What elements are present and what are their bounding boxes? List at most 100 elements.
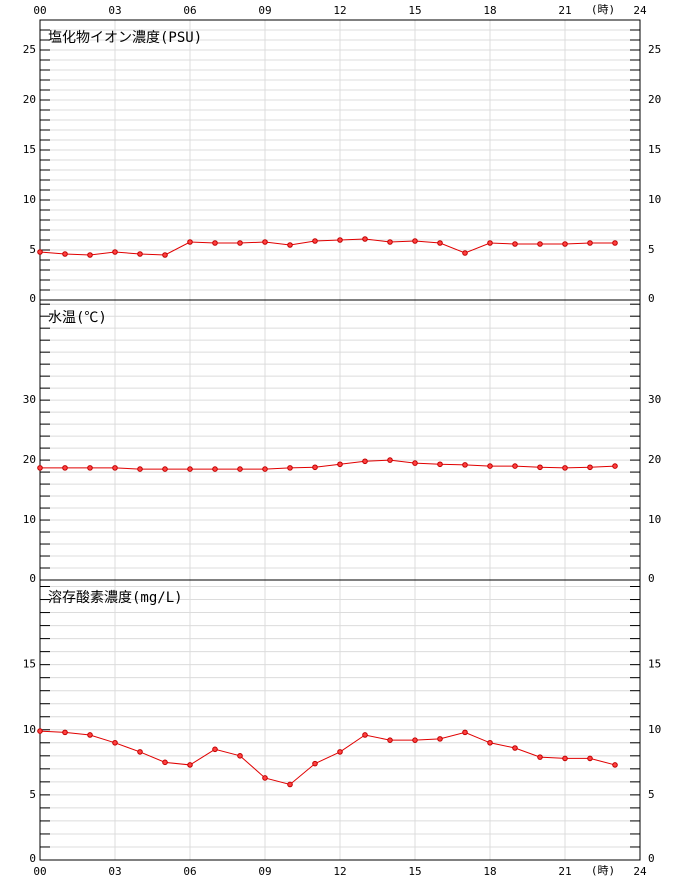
x-tick-label: 15 xyxy=(408,4,421,17)
point xyxy=(412,460,418,466)
x-tick-label: 03 xyxy=(108,865,121,878)
y-tick-label-right: 10 xyxy=(648,513,661,526)
line xyxy=(39,730,616,786)
point xyxy=(137,749,143,755)
point xyxy=(387,457,393,463)
y-tick-label: 0 xyxy=(29,852,36,865)
y-tick-label: 15 xyxy=(23,658,36,671)
point xyxy=(437,461,443,468)
x-tick-label: 21 xyxy=(558,865,571,878)
x-tick-label: 09 xyxy=(258,4,271,17)
y-tick-label: 10 xyxy=(23,193,36,206)
point xyxy=(137,251,143,257)
y-tick-label-right: 0 xyxy=(648,292,655,305)
point xyxy=(562,241,568,247)
point xyxy=(162,466,168,472)
panel-title: 塩化物イオン濃度(PSU) xyxy=(48,30,202,46)
line xyxy=(39,238,615,256)
point xyxy=(337,237,343,243)
point xyxy=(312,760,318,767)
x-tick-label: 06 xyxy=(183,4,196,17)
point xyxy=(287,242,293,248)
x-tick-label: 12 xyxy=(333,4,346,17)
point xyxy=(562,465,568,471)
y-tick-label: 15 xyxy=(23,143,36,156)
point xyxy=(87,732,93,738)
point xyxy=(587,755,593,762)
point xyxy=(187,466,193,472)
x-tick-label: 03 xyxy=(108,4,121,17)
point xyxy=(412,238,418,244)
point xyxy=(337,461,343,468)
point xyxy=(137,466,143,472)
point xyxy=(187,762,193,768)
point xyxy=(487,240,493,246)
point xyxy=(612,240,618,246)
point xyxy=(162,252,168,258)
point xyxy=(462,729,468,736)
point xyxy=(462,250,468,256)
line xyxy=(40,459,616,470)
x-tick-label: 00 xyxy=(33,865,46,878)
point xyxy=(62,465,68,471)
point xyxy=(362,732,368,738)
point xyxy=(237,240,243,246)
y-tick-label-right: 15 xyxy=(648,658,661,671)
x-tick-label: 12 xyxy=(333,865,346,878)
x-tick-label: 24 xyxy=(633,4,647,17)
point xyxy=(387,737,393,743)
panel-title: 溶存酸素濃度(mg/L) xyxy=(48,590,183,606)
y-tick-label-right: 10 xyxy=(648,193,661,206)
x-tick-label: 09 xyxy=(258,865,271,878)
x-unit-label: (時) xyxy=(591,864,615,877)
y-tick-label-right: 5 xyxy=(648,243,655,256)
point xyxy=(37,465,43,471)
point xyxy=(162,759,168,766)
point xyxy=(62,251,68,257)
point xyxy=(612,463,618,469)
point xyxy=(512,745,518,751)
point xyxy=(462,462,468,468)
point xyxy=(262,775,268,781)
point xyxy=(587,464,593,471)
y-tick-label-right: 15 xyxy=(648,143,661,156)
x-tick-label: 24 xyxy=(633,865,647,878)
x-tick-label: 00 xyxy=(33,4,46,17)
point xyxy=(362,236,368,242)
point xyxy=(287,781,293,788)
x-tick-label: 15 xyxy=(408,865,421,878)
point xyxy=(337,749,343,755)
y-tick-label-right: 5 xyxy=(648,788,655,801)
y-tick-label-right: 30 xyxy=(648,393,661,406)
panel-title: 水温(℃) xyxy=(48,310,107,326)
x-unit-label: (時) xyxy=(591,3,615,16)
y-tick-label: 30 xyxy=(23,393,36,406)
y-tick-label: 10 xyxy=(23,513,36,526)
point xyxy=(562,755,568,762)
point xyxy=(312,464,318,471)
point xyxy=(512,241,518,247)
y-tick-label: 5 xyxy=(29,788,36,801)
point xyxy=(587,240,593,246)
y-tick-label-right: 20 xyxy=(648,453,661,466)
y-tick-label-right: 0 xyxy=(648,572,655,585)
y-tick-label-right: 25 xyxy=(648,43,661,56)
y-tick-label: 0 xyxy=(29,292,36,305)
point xyxy=(437,736,443,742)
point xyxy=(112,249,118,255)
point xyxy=(187,239,193,245)
point xyxy=(212,466,218,472)
point xyxy=(512,463,518,469)
point xyxy=(312,238,318,244)
y-tick-label: 20 xyxy=(23,93,36,106)
point xyxy=(287,465,293,471)
point xyxy=(537,241,543,247)
point xyxy=(37,728,43,734)
point xyxy=(412,737,418,743)
x-tick-label: 18 xyxy=(483,865,496,878)
point xyxy=(612,762,618,768)
y-tick-label: 0 xyxy=(29,572,36,585)
point xyxy=(237,753,243,759)
plot-frame xyxy=(39,579,641,861)
